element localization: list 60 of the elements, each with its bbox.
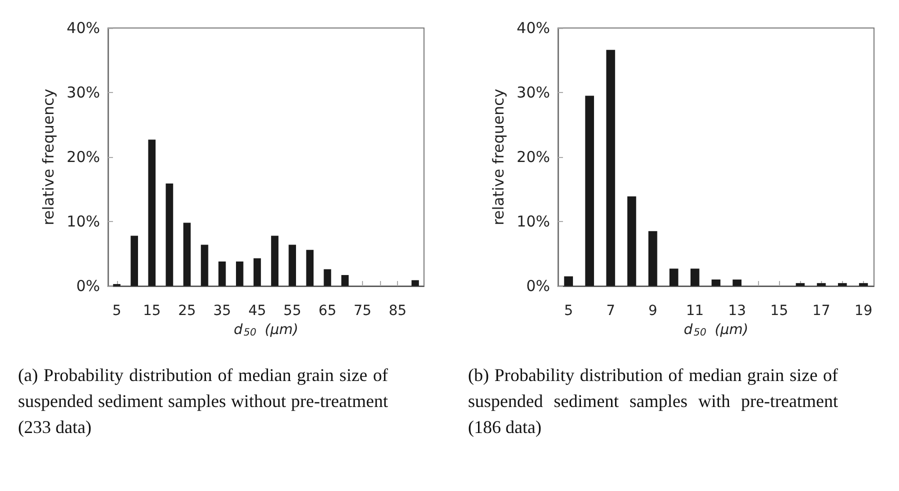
x-tick-label: 5 [112,303,122,319]
x-tick-label: 45 [248,303,266,319]
x-tick-label: 85 [388,303,407,319]
y-axis-title: relative frequency [489,88,508,226]
bar [218,261,226,286]
x-tick-label: 17 [812,303,830,319]
x-axis-title: d50 (μm) [234,322,298,338]
bar [306,250,314,286]
y-tick-label: 40% [66,19,100,37]
bar [183,222,191,286]
bar [271,236,278,286]
y-tick-label: 30% [66,84,100,102]
x-tick-label: 9 [648,303,658,319]
x-tick-label: 35 [213,303,232,319]
bar [796,283,805,286]
bar [288,244,296,286]
text: (a) Probability distribution of median grain size of suspended sediment samples without pre-treatment (233 data) [18,364,388,439]
bar [166,183,174,286]
bar [564,276,573,286]
x-tick-label: 75 [354,303,372,319]
x-axis-title: d50 (μm) [684,322,748,338]
text: (b) Probability distribution of median grain size of suspended sediment samples with pre-treatment (186 data) [468,364,838,439]
x-tick-label: 13 [728,303,746,319]
x-tick-label: 19 [854,303,872,319]
bar [130,236,138,286]
y-tick-label: 10% [66,212,100,230]
y-axis-title: relative frequency [39,88,58,226]
bar [732,280,742,286]
y-tick-label: 0% [76,277,100,295]
bar [838,283,847,286]
x-tick-label: 5 [564,303,573,319]
bar [859,283,868,286]
bar [669,268,678,286]
bar [200,244,208,286]
bar [606,50,616,286]
y-tick-label: 20% [516,148,550,166]
y-tick-label: 30% [516,84,550,102]
bar [816,283,826,286]
x-tick-label: 25 [178,303,196,319]
bar [648,231,658,286]
x-tick-label: 15 [142,303,161,319]
bar [324,269,332,286]
bar [627,196,636,286]
y-tick-label: 10% [516,212,550,230]
x-tick-label: 15 [770,303,788,319]
bar [148,140,156,286]
bar [712,280,720,286]
bar [341,275,349,286]
x-tick-label: 55 [283,303,302,319]
bar [412,280,419,286]
x-tick-label: 65 [318,303,336,319]
y-tick-label: 0% [526,277,550,295]
bar [690,268,700,286]
x-tick-label: 11 [686,303,704,319]
bar [236,261,244,286]
x-tick-label: 7 [606,303,616,319]
y-tick-label: 20% [66,148,100,166]
bar [254,258,261,286]
bar [585,96,594,286]
y-tick-label: 40% [516,19,550,37]
